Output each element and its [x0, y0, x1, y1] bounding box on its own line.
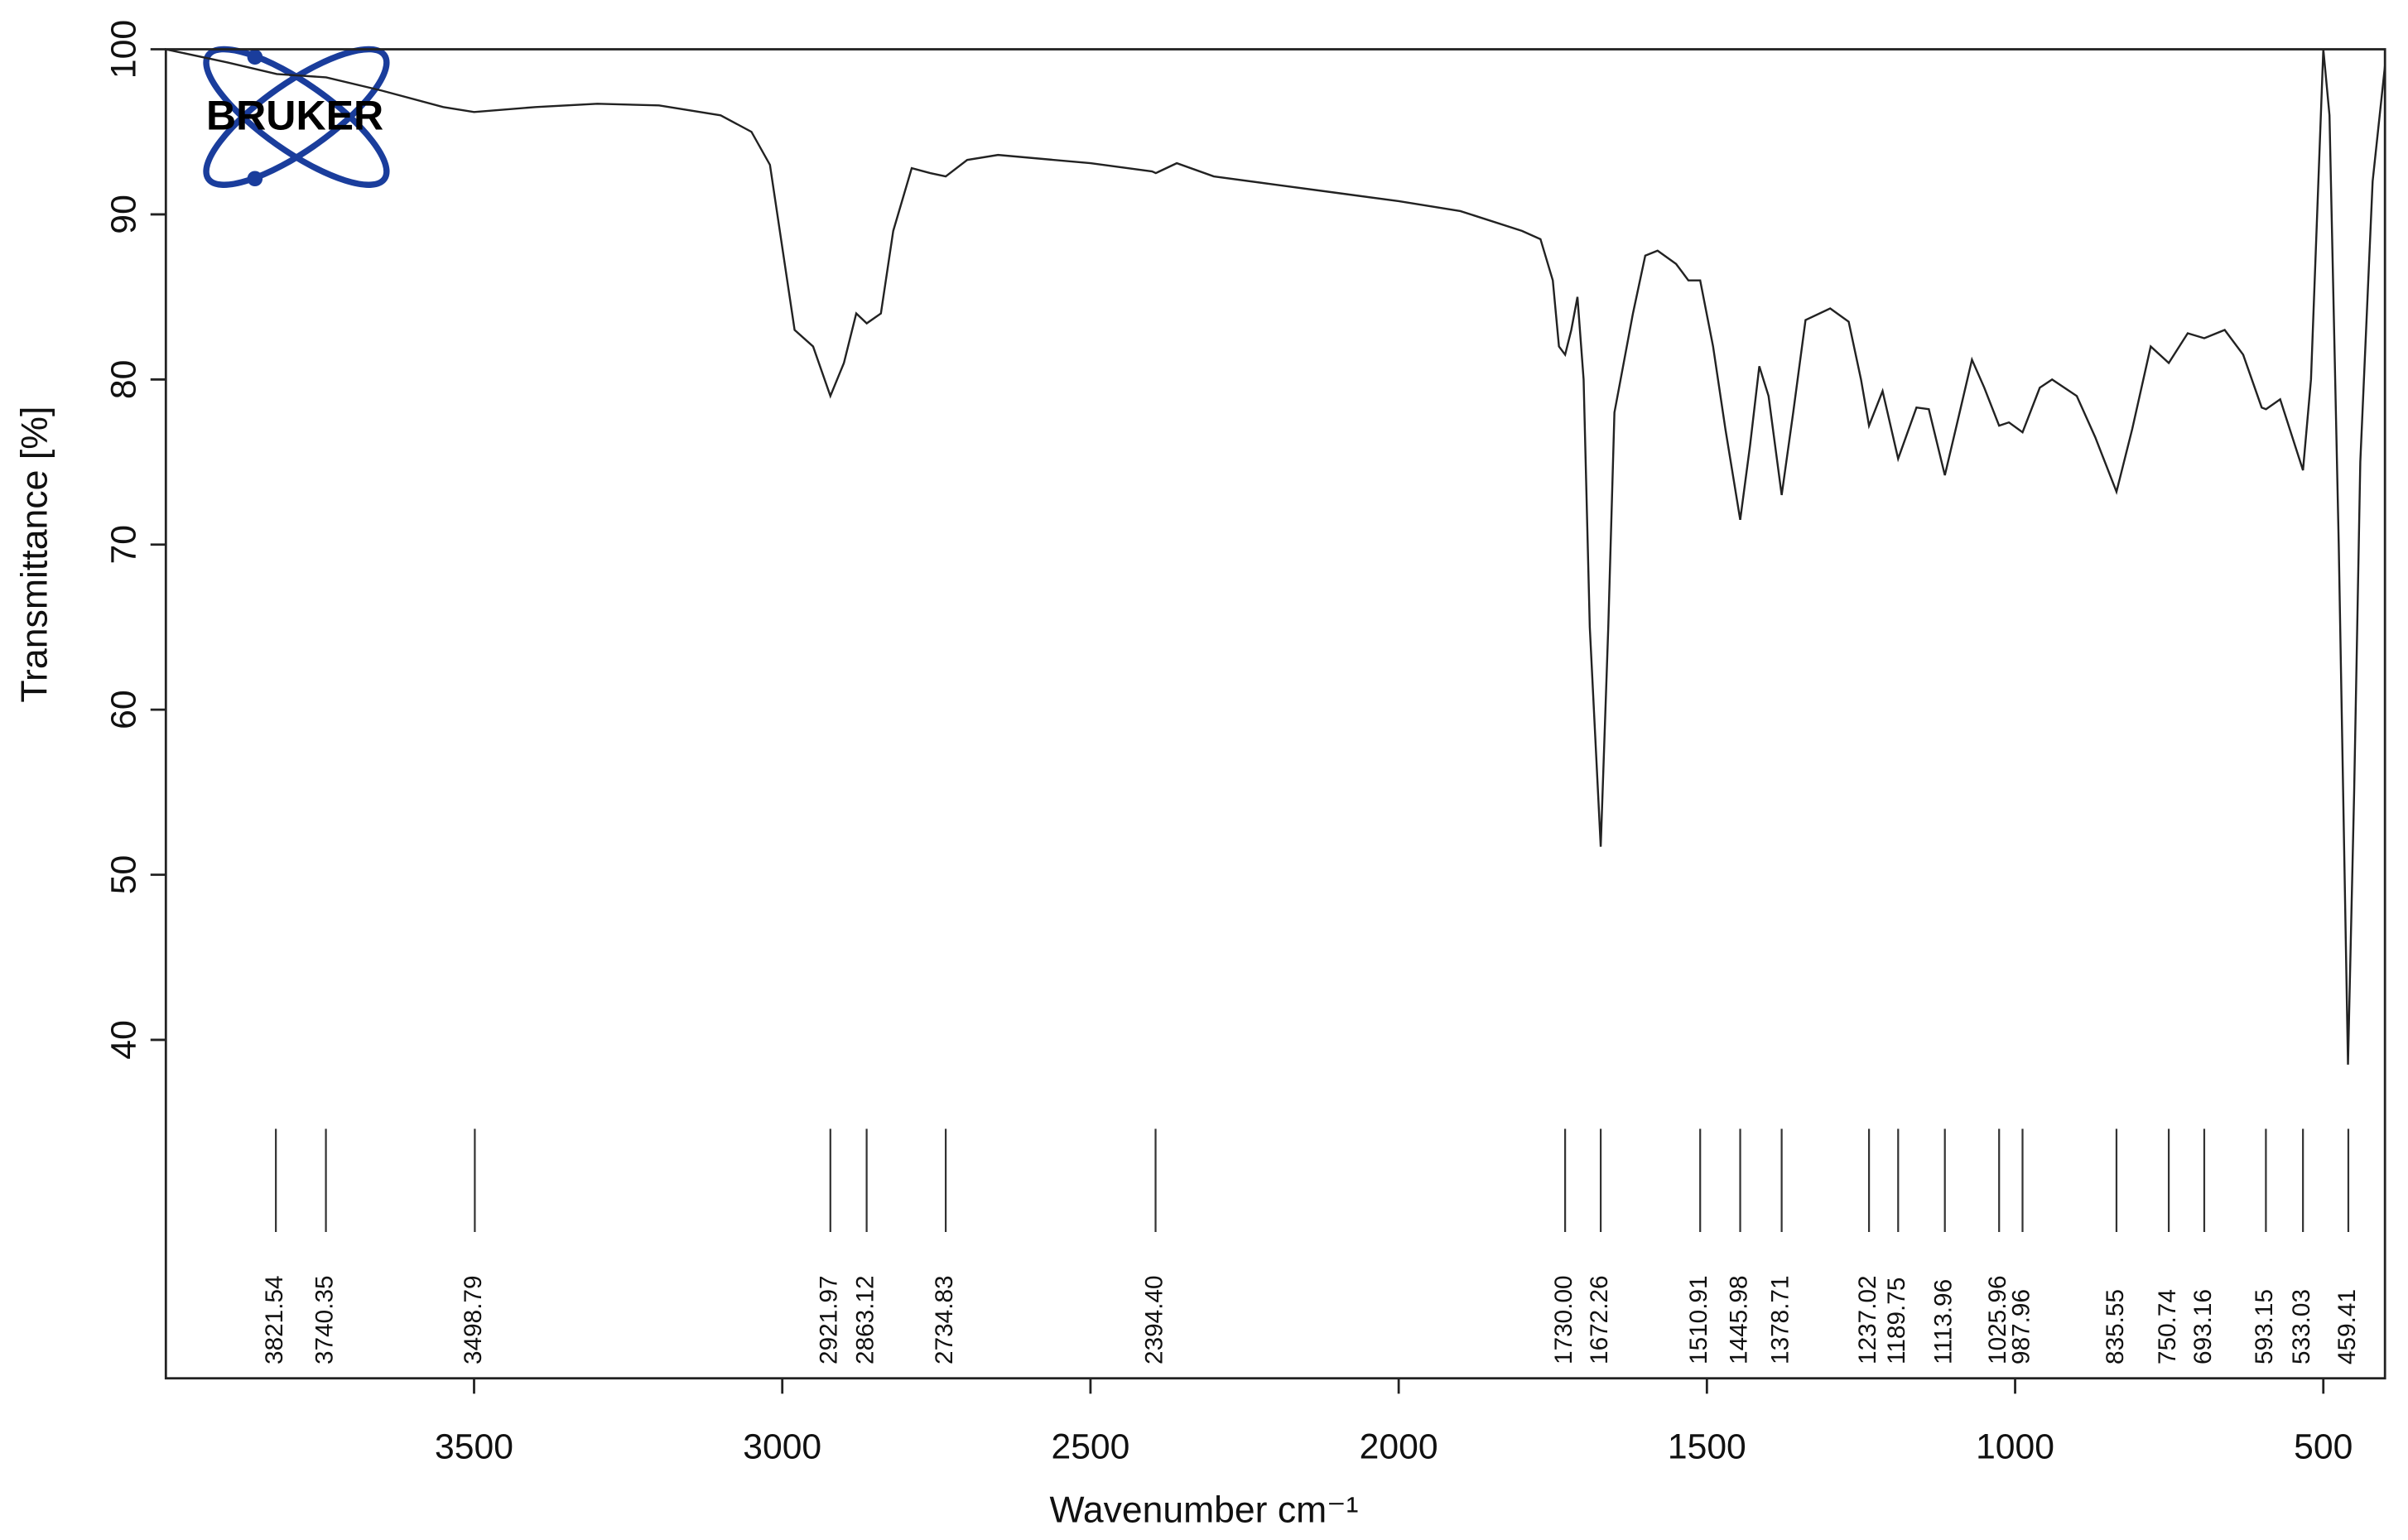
logo-text: BRUKER: [206, 92, 383, 138]
peak-label: 1025.96: [1984, 1275, 2011, 1364]
peak-label: 533.03: [2288, 1289, 2315, 1364]
spectrum-line: [166, 48, 2386, 1065]
plot-frame: [164, 48, 2386, 1380]
y-axis-label: Transmittance [%]: [14, 407, 55, 703]
x-axis-label: Wavenumber cm⁻¹: [1050, 1489, 1359, 1530]
y-tick-label: 90: [104, 195, 143, 234]
peak-label: 2863.12: [851, 1275, 879, 1364]
peak-label: 3821.54: [261, 1275, 288, 1364]
x-tick-label: 500: [2294, 1427, 2353, 1467]
y-tick-label: 80: [104, 360, 143, 400]
x-tick-label: 1500: [1668, 1427, 1746, 1467]
peak-label: 3498.79: [460, 1275, 487, 1364]
x-tick-label: 2500: [1051, 1427, 1129, 1467]
peak-label: 593.15: [2251, 1289, 2278, 1364]
y-tick-label: 50: [104, 855, 143, 895]
x-tick-label: 3000: [743, 1427, 821, 1467]
peak-label: 750.74: [2154, 1289, 2181, 1364]
logo-dot: [247, 171, 263, 187]
x-tick-label: 3500: [435, 1427, 513, 1467]
peak-label: 459.41: [2333, 1289, 2361, 1364]
peak-label: 1510.91: [1685, 1275, 1712, 1364]
peak-label: 987.96: [2007, 1289, 2035, 1364]
peak-label: 3740.35: [311, 1275, 338, 1364]
peak-label: 835.55: [2102, 1289, 2129, 1364]
peak-label: 2734.83: [931, 1275, 958, 1364]
y-tick-label: 70: [104, 525, 143, 565]
x-tick-label: 1000: [1976, 1427, 2054, 1467]
x-tick-label: 2000: [1360, 1427, 1438, 1467]
y-tick-label: 100: [104, 20, 143, 79]
logo-orbit: [203, 46, 390, 188]
peak-label: 1445.98: [1725, 1275, 1752, 1364]
logo-dot: [247, 49, 263, 65]
peak-label: 1189.75: [1883, 1278, 1910, 1364]
peak-label: 1113.96: [1930, 1279, 1958, 1364]
peak-label: 2394.40: [1140, 1275, 1168, 1364]
peak-label: 1237.02: [1854, 1275, 1881, 1364]
peak-label: 2921.97: [816, 1275, 843, 1364]
peak-label: 1672.26: [1586, 1275, 1613, 1364]
y-tick-label: 60: [104, 690, 143, 729]
logo: BRUKER: [203, 46, 390, 188]
peak-label: 693.16: [2189, 1289, 2217, 1364]
logo-orbit: [203, 46, 390, 188]
y-tick-label: 40: [104, 1020, 143, 1060]
peak-label: 1730.00: [1550, 1275, 1577, 1364]
peak-label: 1378.71: [1766, 1275, 1794, 1364]
